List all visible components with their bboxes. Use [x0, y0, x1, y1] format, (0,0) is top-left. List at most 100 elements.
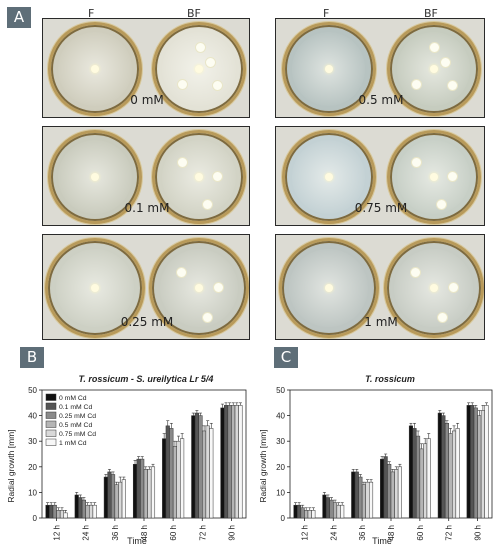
legend-swatch — [45, 402, 57, 410]
fungus-only-dish — [48, 22, 142, 116]
photo-panel: 0.1 mM — [42, 126, 250, 226]
y-tick-label: 40 — [28, 412, 37, 421]
bar — [147, 469, 152, 519]
legend-swatch — [45, 429, 57, 437]
bacteria-colony — [439, 57, 451, 69]
legend-label: 0.5 mM Cd — [59, 422, 92, 429]
inoculum-spot — [91, 65, 99, 73]
bar — [473, 407, 478, 519]
bar — [477, 415, 482, 519]
bar — [89, 504, 94, 519]
concentration-label: 0 mM — [130, 93, 164, 107]
bar — [416, 435, 421, 519]
y-tick-label: 50 — [276, 386, 285, 395]
x-tick-label: 60 h — [169, 525, 178, 541]
bar — [380, 458, 385, 519]
bacteria-colony — [202, 311, 214, 323]
concentration-label: 0.75 mM — [354, 201, 408, 215]
chart-c-title: T. rossicum — [365, 374, 415, 384]
bar — [74, 494, 79, 519]
bar — [107, 471, 112, 519]
bar — [85, 504, 90, 519]
x-tick-label: 72 h — [198, 525, 207, 541]
bar — [390, 471, 395, 519]
fungus-only-dish — [48, 130, 142, 224]
fungus-bacteria-dish — [386, 130, 481, 224]
bar — [198, 415, 203, 519]
bacteria-colony — [411, 156, 423, 168]
bar — [63, 512, 68, 519]
bar — [333, 502, 338, 519]
fungus-only-dish — [281, 22, 376, 116]
inoculum-spot — [324, 173, 333, 181]
fungus-bacteria-dish — [152, 22, 246, 116]
bar — [444, 423, 449, 519]
bar — [419, 448, 424, 519]
bar — [336, 504, 341, 519]
bar — [397, 466, 402, 519]
bar — [448, 433, 453, 519]
bar — [231, 405, 236, 519]
bar — [136, 458, 141, 519]
y-tick-label: 30 — [276, 437, 285, 446]
y-tick-label: 30 — [28, 437, 37, 446]
bacteria-colony — [205, 57, 217, 69]
bacteria-colony — [213, 281, 225, 293]
bar — [441, 415, 446, 519]
x-tick-label: 72 h — [445, 525, 454, 541]
fungus-only-dish — [278, 238, 379, 338]
concentration-label: 0.25 mM — [120, 315, 174, 329]
bar — [114, 484, 119, 519]
y-tick-label: 10 — [276, 488, 285, 497]
x-tick-label: 48 h — [387, 525, 396, 541]
fungus-bacteria-dish — [152, 130, 246, 224]
inoculum-spot — [195, 173, 203, 181]
x-tick-label: 90 h — [474, 525, 483, 541]
bar — [297, 504, 302, 519]
bar — [143, 469, 148, 519]
bar — [234, 405, 239, 519]
bar — [304, 510, 309, 519]
bar — [45, 504, 50, 519]
bar — [365, 481, 370, 519]
bacteria-colony — [429, 41, 440, 53]
bar — [140, 458, 145, 519]
chart-b-xlabel: Time — [127, 536, 147, 546]
concentration-label: 1 mM — [364, 315, 398, 329]
panel-c-tag: C — [274, 347, 298, 368]
bar — [162, 438, 167, 519]
bacteria-colony — [212, 170, 224, 182]
bar — [121, 479, 126, 519]
chart-c-ylabel: Radial growth [mm] — [258, 429, 268, 502]
legend-label: 0.75 mM Cd — [59, 431, 96, 438]
bar — [220, 407, 225, 519]
bacteria-colony — [446, 80, 458, 92]
bar — [452, 430, 457, 519]
bar — [194, 412, 199, 519]
chart-b-ylabel: Radial growth [mm] — [6, 429, 16, 502]
bar — [329, 499, 334, 519]
bar — [394, 469, 399, 519]
bar — [480, 410, 485, 519]
photo-panel: 0.25 mM — [42, 234, 250, 340]
inoculum-spot — [91, 173, 99, 181]
bar — [132, 463, 138, 519]
inoculum-spot — [195, 65, 203, 73]
inoculum-spot — [195, 284, 203, 292]
bacteria-colony — [201, 198, 213, 210]
y-tick-label: 20 — [28, 463, 37, 472]
bacteria-colony — [175, 266, 187, 278]
bar — [238, 405, 243, 519]
fungus-bacteria-dish — [149, 238, 249, 338]
y-tick-label: 10 — [28, 488, 37, 497]
bacteria-colony — [436, 311, 448, 323]
chart-c-xlabel: Time — [372, 536, 392, 546]
x-tick-label: 90 h — [227, 525, 236, 541]
y-tick-label: 40 — [276, 412, 285, 421]
x-tick-label: 36 h — [111, 525, 120, 541]
y-tick-label: 0 — [33, 514, 38, 523]
bacteria-colony — [411, 78, 423, 90]
legend-swatch — [45, 393, 57, 401]
left-f-header: F — [88, 7, 95, 20]
legend-label: 0.1 mM Cd — [59, 404, 92, 411]
